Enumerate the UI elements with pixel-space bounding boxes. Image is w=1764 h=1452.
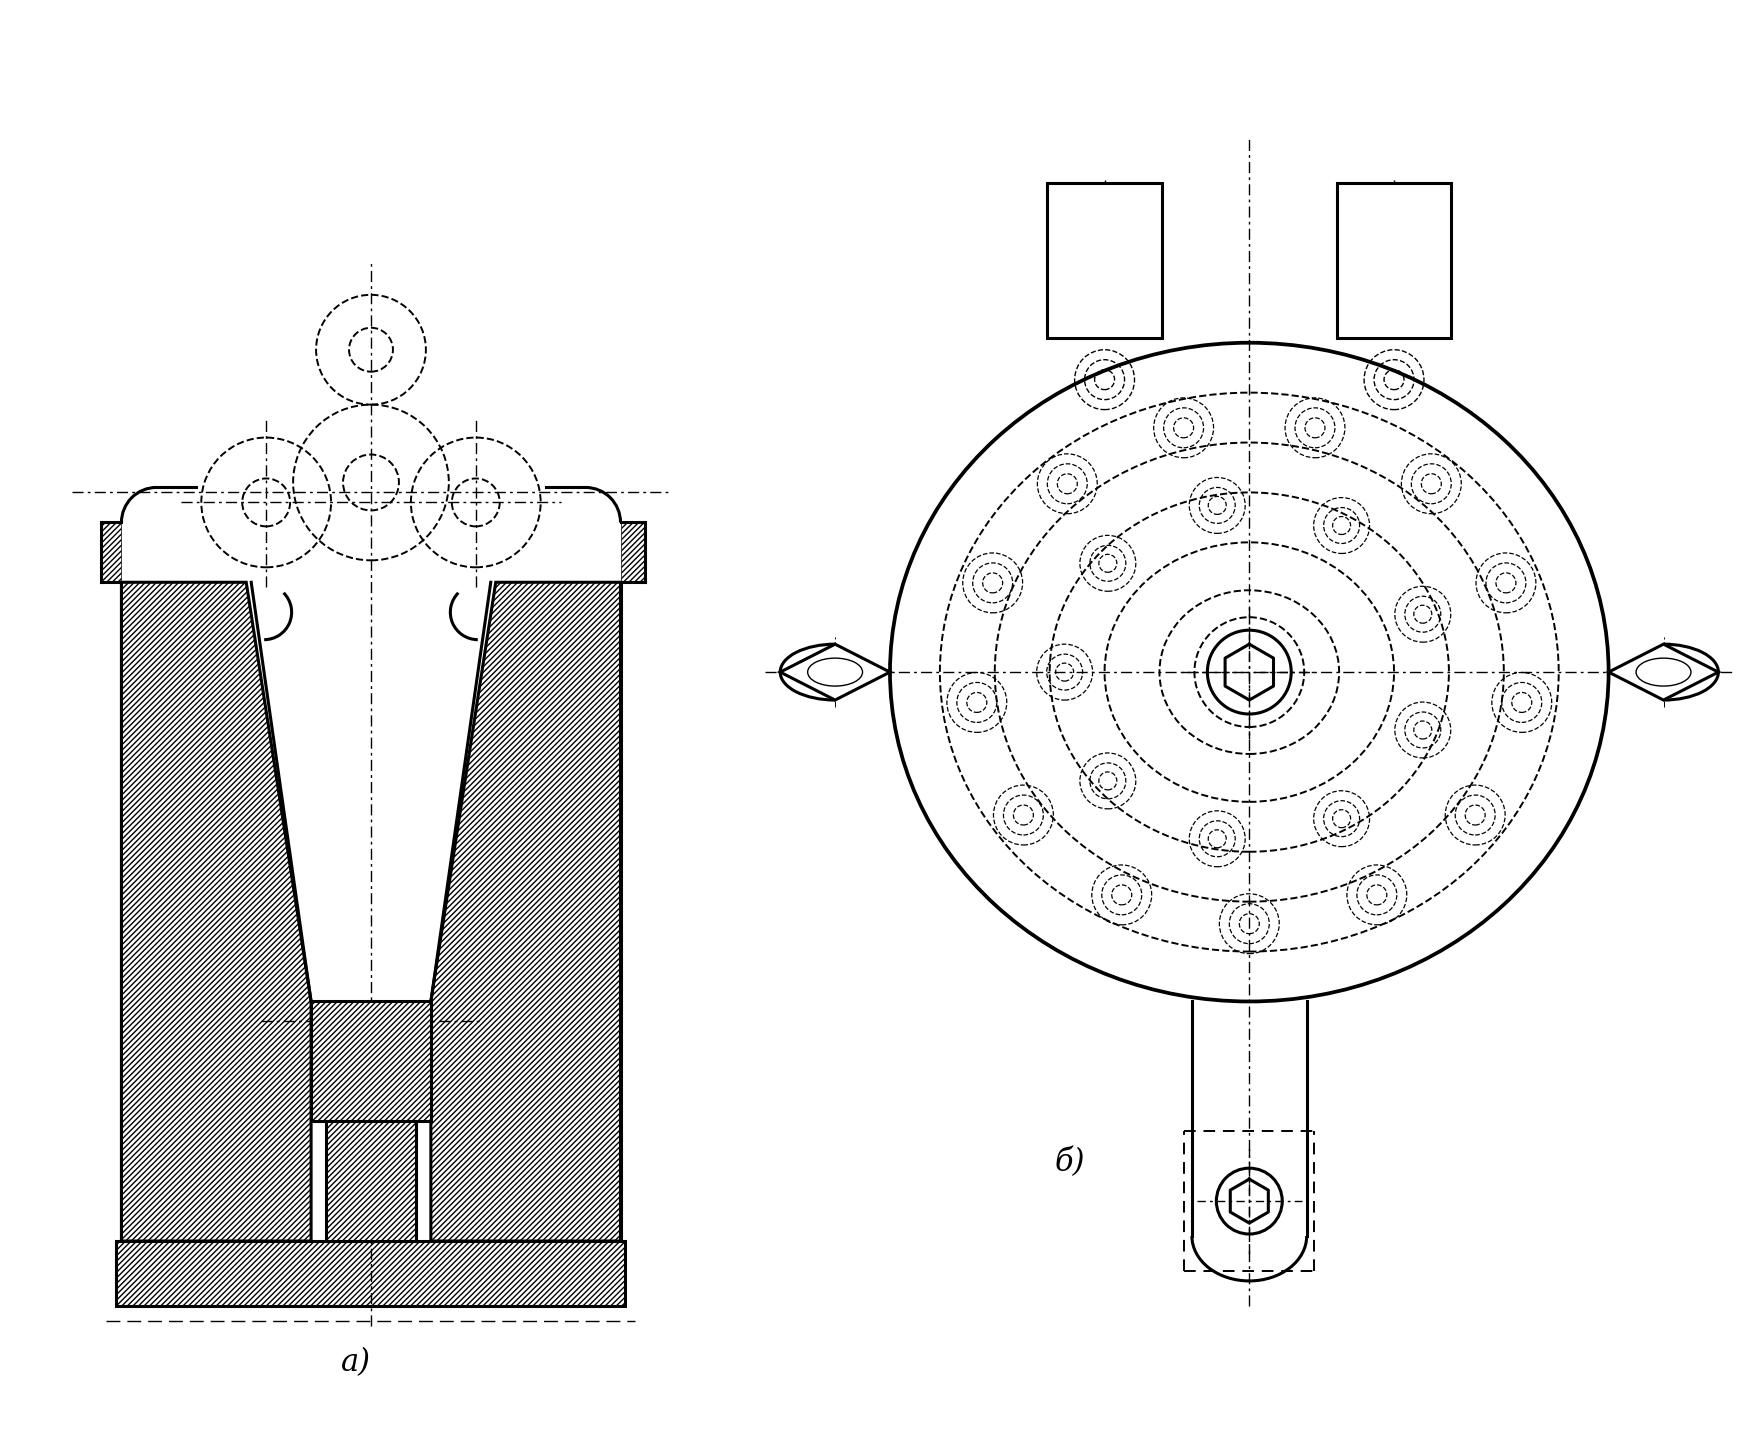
Polygon shape: [326, 1121, 416, 1241]
Polygon shape: [116, 1241, 626, 1305]
Polygon shape: [1337, 183, 1452, 338]
Text: б): б): [1055, 1147, 1085, 1178]
Polygon shape: [430, 582, 621, 1241]
Polygon shape: [1048, 183, 1162, 338]
Polygon shape: [310, 1002, 430, 1121]
Text: а): а): [340, 1347, 370, 1378]
Polygon shape: [1609, 645, 1718, 700]
Polygon shape: [780, 645, 891, 700]
Polygon shape: [122, 582, 310, 1241]
